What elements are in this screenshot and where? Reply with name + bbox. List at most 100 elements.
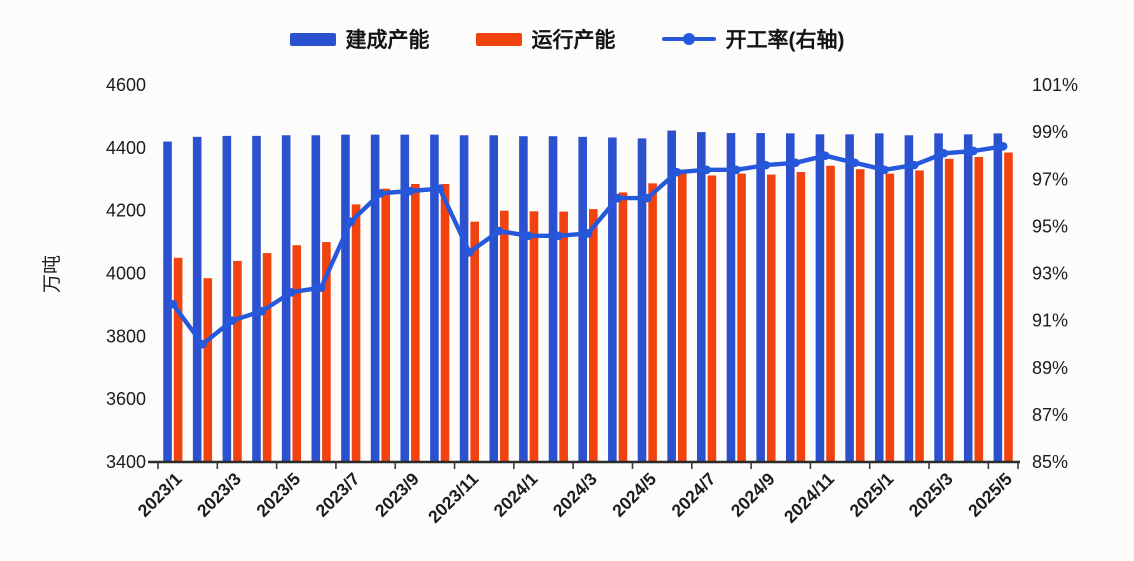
bar-operating-capacity (292, 245, 302, 462)
operating-rate-point (435, 184, 445, 193)
operating-rate-point (820, 151, 830, 160)
bar-operating-capacity (618, 192, 628, 462)
left-axis-tick-label: 4600 (106, 75, 146, 95)
operating-rate-point (198, 339, 207, 349)
bar-operating-capacity (173, 257, 183, 462)
bar-built-capacity (874, 133, 884, 463)
bar-built-capacity (341, 134, 350, 462)
right-axis-tick-label: 93% (1032, 264, 1068, 284)
operating-rate-point (909, 160, 919, 170)
operating-rate-point (405, 186, 415, 196)
x-axis-tick-label: 2023/3 (193, 469, 245, 521)
legend-label-operating-capacity: 运行产能 (531, 29, 616, 52)
operating-rate-point (524, 231, 533, 241)
operating-rate-point (969, 146, 978, 156)
operating-rate-point (702, 165, 711, 175)
bar-built-capacity (163, 141, 172, 463)
x-axis-tick-label: 2023/11 (424, 469, 482, 527)
bar-built-capacity (459, 135, 469, 462)
bar-built-capacity (697, 132, 706, 462)
operating-rate-line-dot-icon (661, 31, 716, 47)
operating-capacity-swatch-icon (475, 32, 522, 46)
bar-operating-capacity (677, 173, 687, 462)
bar-built-capacity (815, 134, 825, 463)
operating-rate-point (257, 306, 267, 316)
right-axis-tick-label: 87% (1032, 405, 1068, 425)
bar-built-capacity (934, 133, 943, 463)
bar-built-capacity (430, 134, 439, 462)
x-axis-tick-label: 2024/3 (549, 469, 601, 521)
right-axis-tick-label: 99% (1032, 122, 1068, 142)
bar-operating-capacity (915, 170, 924, 462)
bar-operating-capacity (974, 156, 984, 463)
left-axis-tick-label: 4400 (106, 138, 146, 158)
operating-rate-point (227, 316, 237, 325)
operating-rate-point (672, 167, 682, 177)
left-axis-tick-label: 4200 (106, 201, 146, 221)
x-axis-tick-label: 2023/1 (134, 469, 186, 521)
operating-rate-point (346, 217, 356, 226)
operating-rate-point (850, 158, 860, 168)
x-axis-tick-label: 2023/7 (312, 469, 364, 521)
legend-label-built-capacity: 建成产能 (345, 29, 430, 52)
bar-built-capacity (519, 136, 528, 462)
bar-operating-capacity (233, 260, 242, 462)
operating-rate-point (791, 158, 800, 168)
x-axis-tick-label: 2024/11 (780, 469, 838, 527)
legend-label-operating-rate: 开工率(右轴) (725, 29, 845, 52)
bar-built-capacity (993, 133, 1003, 463)
bar-built-capacity (963, 134, 973, 463)
bar-built-capacity (222, 135, 232, 462)
x-axis-tick-label: 2023/9 (371, 469, 423, 521)
bar-operating-capacity (766, 174, 776, 462)
left-axis-tick-label: 3400 (106, 452, 146, 472)
bar-built-capacity (608, 137, 617, 463)
bar-built-capacity (904, 135, 914, 462)
x-axis-tick-label: 2025/5 (964, 469, 1016, 521)
legend-item-operating-rate: 开工率(右轴) (661, 24, 845, 54)
bar-operating-capacity (381, 188, 391, 463)
operating-rate-point (880, 165, 889, 175)
bar-operating-capacity (1004, 152, 1013, 462)
bar-built-capacity (400, 134, 410, 462)
bar-built-capacity (548, 136, 558, 462)
operating-rate-point (583, 229, 593, 238)
bar-operating-capacity (262, 253, 272, 462)
bar-operating-capacity (470, 221, 479, 462)
x-axis-tick-label: 2024/9 (727, 469, 779, 521)
bar-built-capacity (726, 133, 736, 462)
bar-operating-capacity (440, 183, 450, 462)
bar-built-capacity (667, 130, 676, 462)
bar-operating-capacity (529, 211, 539, 462)
left-axis-tick-label: 3600 (106, 389, 146, 409)
left-axis-title: 万吨 (41, 255, 63, 293)
right-axis-tick-label: 101% (1032, 75, 1078, 95)
bar-operating-capacity (589, 209, 598, 462)
x-axis-tick-label: 2024/5 (608, 469, 660, 521)
bar-built-capacity (370, 134, 380, 462)
bar-operating-capacity (855, 169, 865, 463)
chart-legend: 建成产能 运行产能 开工率(右轴) (0, 24, 1134, 54)
bar-operating-capacity (203, 278, 213, 462)
operating-rate-point (939, 149, 949, 158)
bar-operating-capacity (559, 211, 568, 462)
operating-rate-point (494, 226, 504, 236)
right-axis-tick-label: 85% (1032, 452, 1068, 472)
bar-operating-capacity (796, 172, 806, 462)
operating-rate-point (168, 299, 178, 309)
bar-operating-capacity (500, 210, 509, 462)
bar-operating-capacity (737, 173, 746, 462)
operating-rate-point (554, 231, 563, 241)
x-axis-tick-label: 2025/1 (845, 469, 897, 521)
bar-built-capacity (311, 135, 321, 462)
bar-built-capacity (785, 133, 795, 463)
bar-operating-capacity (322, 242, 331, 462)
bar-operating-capacity (411, 183, 420, 462)
bar-built-capacity (192, 136, 202, 462)
legend-item-operating-capacity: 运行产能 (475, 24, 616, 54)
operating-rate-point (613, 193, 622, 203)
left-axis-tick-label: 4000 (106, 264, 146, 284)
bar-operating-capacity (351, 204, 361, 462)
